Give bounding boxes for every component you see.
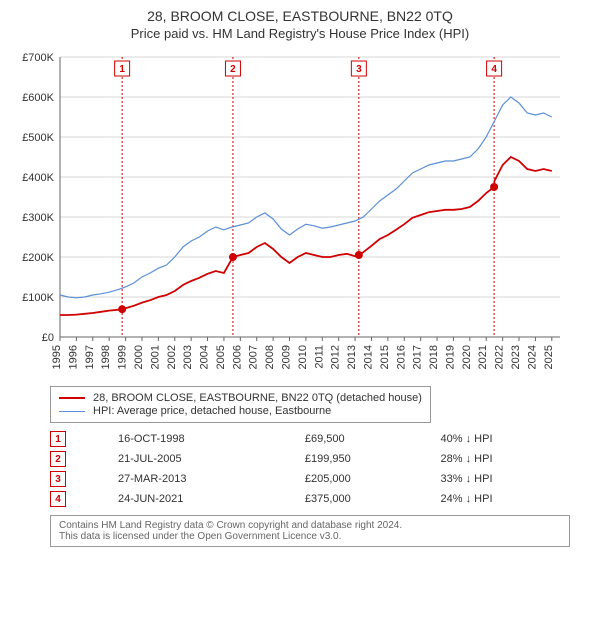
- event-marker-dot: [490, 183, 498, 191]
- svg-text:2003: 2003: [182, 345, 194, 369]
- svg-text:£500K: £500K: [22, 132, 54, 144]
- legend-label: 28, BROOM CLOSE, EASTBOURNE, BN22 0TQ (d…: [93, 392, 422, 404]
- svg-text:1995: 1995: [51, 345, 63, 369]
- event-marker-number: 4: [491, 64, 497, 75]
- event-marker-dot: [118, 305, 126, 313]
- event-price: £69,500: [305, 429, 441, 449]
- event-number-box: 2: [50, 451, 66, 467]
- svg-text:2008: 2008: [264, 345, 276, 369]
- svg-text:2012: 2012: [330, 345, 342, 369]
- svg-text:£0: £0: [42, 332, 54, 344]
- svg-text:2001: 2001: [149, 345, 161, 369]
- svg-text:£400K: £400K: [22, 172, 54, 184]
- legend-row: 28, BROOM CLOSE, EASTBOURNE, BN22 0TQ (d…: [59, 392, 422, 404]
- event-row: 3 27-MAR-2013£205,00033% ↓ HPI: [50, 469, 590, 489]
- event-number-box: 1: [50, 431, 66, 447]
- svg-text:2023: 2023: [510, 345, 522, 369]
- svg-text:2000: 2000: [133, 345, 145, 369]
- event-marker-number: 1: [119, 64, 125, 75]
- event-price: £205,000: [305, 469, 441, 489]
- svg-text:£200K: £200K: [22, 252, 54, 264]
- event-marker-number: 2: [230, 64, 236, 75]
- svg-text:2020: 2020: [461, 345, 473, 369]
- legend-swatch: [59, 397, 85, 399]
- svg-text:2021: 2021: [477, 345, 489, 369]
- chart-title: 28, BROOM CLOSE, EASTBOURNE, BN22 0TQ: [10, 8, 590, 24]
- footer-line-2: This data is licensed under the Open Gov…: [59, 531, 561, 542]
- event-row: 1 16-OCT-1998£69,50040% ↓ HPI: [50, 429, 590, 449]
- event-marker-dot: [229, 253, 237, 261]
- svg-text:2025: 2025: [543, 345, 555, 369]
- event-marker-number: 3: [356, 64, 362, 75]
- chart-area: £0 £100K £200K £300K £400K £500K £600K £700K 199…: [10, 47, 590, 380]
- svg-text:2006: 2006: [231, 345, 243, 369]
- svg-text:2016: 2016: [395, 345, 407, 369]
- event-date: 24-JUN-2021: [118, 489, 305, 509]
- svg-text:2010: 2010: [297, 345, 309, 369]
- svg-text:£700K: £700K: [22, 52, 54, 64]
- event-pct: 33% ↓ HPI: [441, 469, 590, 489]
- svg-text:2002: 2002: [166, 345, 178, 369]
- events-table: 1 16-OCT-1998£69,50040% ↓ HPI 2 21-JUL-2005…: [50, 429, 590, 509]
- svg-text:2007: 2007: [248, 345, 260, 369]
- svg-text:2019: 2019: [444, 345, 456, 369]
- legend-label: HPI: Average price, detached house, East…: [93, 405, 331, 417]
- event-pct: 40% ↓ HPI: [441, 429, 590, 449]
- svg-text:1996: 1996: [67, 345, 79, 369]
- svg-text:1999: 1999: [117, 345, 129, 369]
- svg-text:£600K: £600K: [22, 92, 54, 104]
- svg-text:2011: 2011: [313, 345, 325, 369]
- event-marker-dot: [355, 251, 363, 259]
- svg-text:2013: 2013: [346, 345, 358, 369]
- event-price: £375,000: [305, 489, 441, 509]
- svg-text:2009: 2009: [281, 345, 293, 369]
- svg-text:2005: 2005: [215, 345, 227, 369]
- line-chart-svg: £0 £100K £200K £300K £400K £500K £600K £700K 199…: [10, 47, 570, 377]
- legend-row: HPI: Average price, detached house, East…: [59, 405, 422, 417]
- event-row: 4 24-JUN-2021£375,00024% ↓ HPI: [50, 489, 590, 509]
- event-price: £199,950: [305, 449, 441, 469]
- svg-text:2015: 2015: [379, 345, 391, 369]
- event-row: 2 21-JUL-2005£199,95028% ↓ HPI: [50, 449, 590, 469]
- event-number-box: 3: [50, 471, 66, 487]
- svg-text:2018: 2018: [428, 345, 440, 369]
- event-date: 16-OCT-1998: [118, 429, 305, 449]
- chart-subtitle: Price paid vs. HM Land Registry's House …: [10, 26, 590, 41]
- svg-text:2014: 2014: [362, 345, 374, 369]
- svg-text:£300K: £300K: [22, 212, 54, 224]
- svg-text:2017: 2017: [412, 345, 424, 369]
- svg-text:1997: 1997: [84, 345, 96, 369]
- footer-line-1: Contains HM Land Registry data © Crown c…: [59, 520, 561, 531]
- svg-text:2024: 2024: [526, 345, 538, 369]
- event-pct: 28% ↓ HPI: [441, 449, 590, 469]
- event-number-box: 4: [50, 491, 66, 507]
- svg-text:2022: 2022: [494, 345, 506, 369]
- svg-text:£100K: £100K: [22, 292, 54, 304]
- attribution-footer: Contains HM Land Registry data © Crown c…: [50, 515, 570, 547]
- svg-text:1998: 1998: [100, 345, 112, 369]
- legend-swatch: [59, 411, 85, 412]
- event-date: 27-MAR-2013: [118, 469, 305, 489]
- legend: 28, BROOM CLOSE, EASTBOURNE, BN22 0TQ (d…: [50, 386, 431, 423]
- event-date: 21-JUL-2005: [118, 449, 305, 469]
- event-pct: 24% ↓ HPI: [441, 489, 590, 509]
- svg-text:2004: 2004: [199, 345, 211, 369]
